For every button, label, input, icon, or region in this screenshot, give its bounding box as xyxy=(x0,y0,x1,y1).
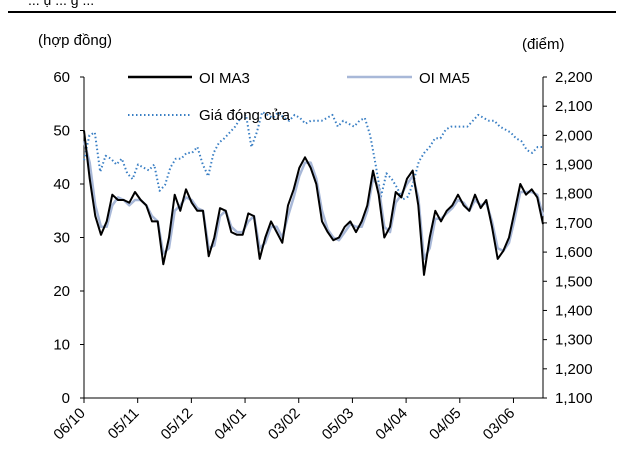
x-tick-label: 05/11 xyxy=(105,405,143,443)
right-axis-unit: (điểm) xyxy=(522,36,565,53)
axes: 0 10 20 30 40 50 60 1,100 1,200 1,300 1,400 1,500 1,… xyxy=(50,69,592,443)
right-tick-label: 1,900 xyxy=(555,157,593,174)
header-rule xyxy=(8,11,616,13)
right-tick-label: 1,500 xyxy=(555,273,593,290)
left-tick-label: 40 xyxy=(53,176,70,193)
right-tick-label: 2,200 xyxy=(555,69,593,86)
header-cut-text: ... ụ ... g ... xyxy=(28,0,95,8)
legend: OI MA3 OI MA5 Giá đóng cửa xyxy=(128,70,470,124)
right-tick-label: 1,700 xyxy=(555,215,593,232)
right-tick-label: 2,000 xyxy=(555,127,593,144)
x-tick-label: 04/05 xyxy=(426,405,465,444)
series-line xyxy=(83,111,543,201)
series-layer xyxy=(82,111,545,276)
x-tick-label: 06/10 xyxy=(50,405,89,444)
left-tick-label: 50 xyxy=(53,123,70,140)
x-tick-label: 03/02 xyxy=(265,405,304,444)
series-line xyxy=(83,130,544,276)
x-tick-label: 05/03 xyxy=(319,405,358,444)
left-tick-label: 20 xyxy=(53,283,70,300)
x-tick-label: 04/01 xyxy=(211,405,250,444)
right-tick-label: 1,300 xyxy=(555,332,593,349)
left-tick-label: 30 xyxy=(53,230,70,247)
x-tick-label: 04/04 xyxy=(372,405,411,444)
left-tick-label: 60 xyxy=(53,69,70,86)
right-tick-label: 2,100 xyxy=(555,98,593,115)
right-tick-label: 1,400 xyxy=(555,302,593,319)
right-tick-label: 1,200 xyxy=(555,361,593,378)
legend-label: Giá đóng cửa xyxy=(199,107,291,124)
right-tick-label: 1,800 xyxy=(555,186,593,203)
legend-label: OI MA3 xyxy=(199,70,250,87)
left-tick-label: 0 xyxy=(62,390,70,407)
x-tick-label: 03/06 xyxy=(480,405,519,444)
x-tick-label: 05/12 xyxy=(158,405,197,444)
right-tick-label: 1,100 xyxy=(555,390,593,407)
right-tick-label: 1,600 xyxy=(555,244,593,261)
left-tick-label: 10 xyxy=(53,337,70,354)
legend-label: OI MA5 xyxy=(419,70,470,87)
left-axis-unit: (hợp đồng) xyxy=(38,32,112,49)
